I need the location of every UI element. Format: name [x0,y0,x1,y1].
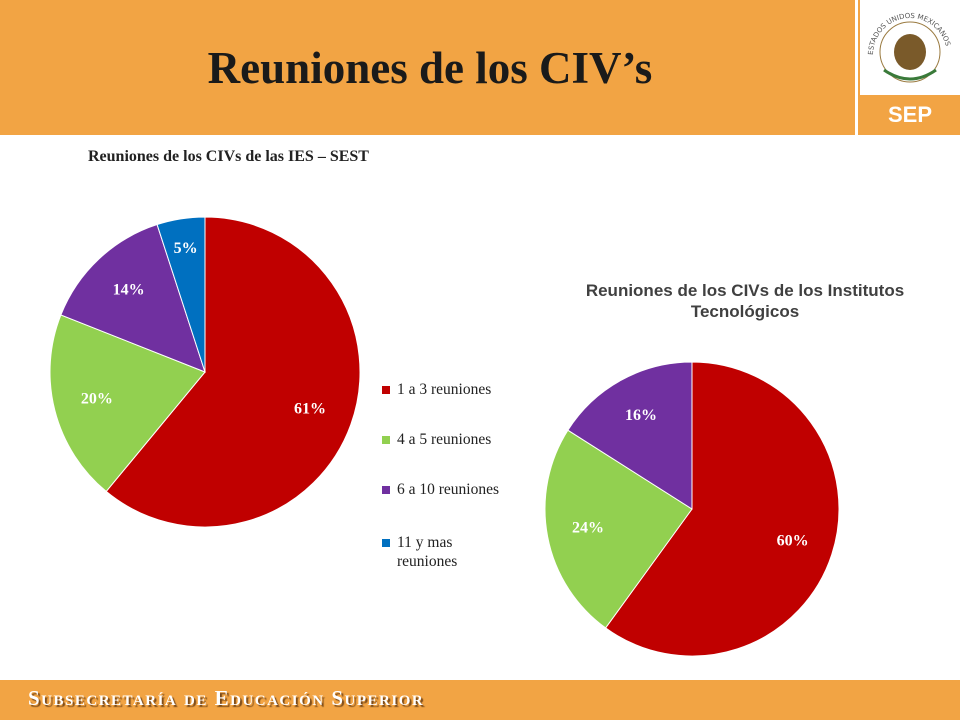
data-label: 5% [174,240,198,257]
footer-band [0,680,960,720]
pie-slice [604,361,840,657]
legend-label: 11 y mas reuniones [397,534,458,570]
seal-wreath [883,68,937,81]
legend-label: 4 a 5 reuniones [397,431,492,448]
seal-eagle [894,34,926,70]
data-label: 20% [81,390,113,407]
footer-text: Subsecretaría de Educación Superior [28,686,425,710]
data-label: 16% [625,407,657,424]
chart-title: Reuniones de los CIVs de las IES – SEST [88,148,369,165]
data-label: 14% [113,281,145,298]
data-label: 24% [572,520,604,537]
header-band [0,0,960,135]
legend-label: 1 a 3 reuniones [397,381,492,398]
legend-swatch [382,386,390,394]
data-label: 60% [777,532,809,549]
pie-slice [544,429,693,629]
pie-slice [105,216,361,528]
divider [855,0,858,135]
legend-swatch [382,486,390,494]
legend-label: 6 a 10 reuniones [397,481,500,498]
slide-title: Reuniones de los CIV’s [207,43,653,93]
pies: 61% 20% 14% 5% 60% 24% 16% [49,216,840,657]
data-label: 61% [294,400,326,417]
seal-ring [879,21,941,83]
chart-title: Reuniones de los CIVs de los Institutos … [585,281,905,321]
logo-label: SEP [888,102,932,127]
pie-slice [156,216,206,373]
pie-slice [49,314,206,493]
legend-swatch [382,436,390,444]
legend-swatch [382,539,390,547]
pie-slice [567,361,693,510]
